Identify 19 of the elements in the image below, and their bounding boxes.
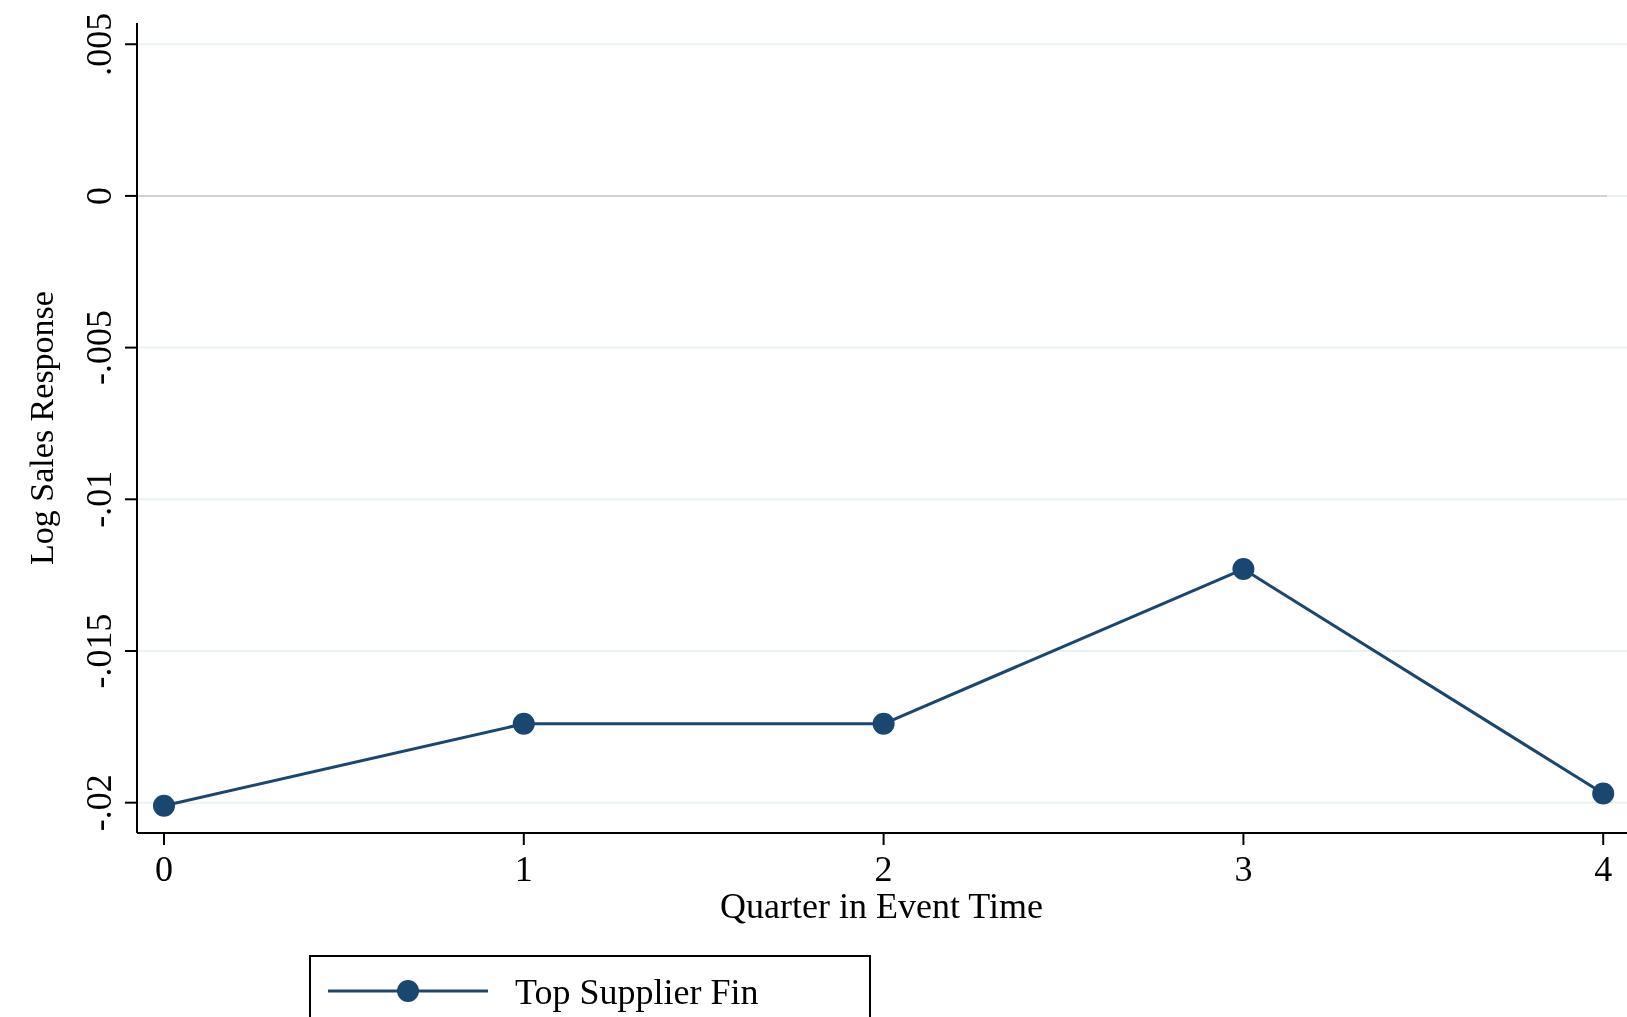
x-tick-label: 2 [874,849,893,889]
point [872,712,895,735]
y-tick-label: -.01 [79,470,119,528]
y-tick-label: -.005 [79,310,119,386]
x-tick-label: 0 [154,849,173,889]
y-tick-label: 0 [79,186,119,205]
point [1592,782,1615,805]
x-tick-label: 4 [1594,849,1613,889]
point [1232,558,1255,581]
y-tick-label: -.02 [79,774,119,832]
y-axis-title: Log Sales Response [23,291,60,565]
point [512,712,535,735]
x-tick-label: 1 [514,849,533,889]
point [152,794,175,817]
x-tick-label: 3 [1234,849,1253,889]
y-tick-label: -.015 [79,613,119,689]
y-tick-label: .005 [79,12,119,76]
legend-label: Top Supplier Fin [515,972,759,1012]
x-axis-title: Quarter in Event Time [720,886,1043,926]
